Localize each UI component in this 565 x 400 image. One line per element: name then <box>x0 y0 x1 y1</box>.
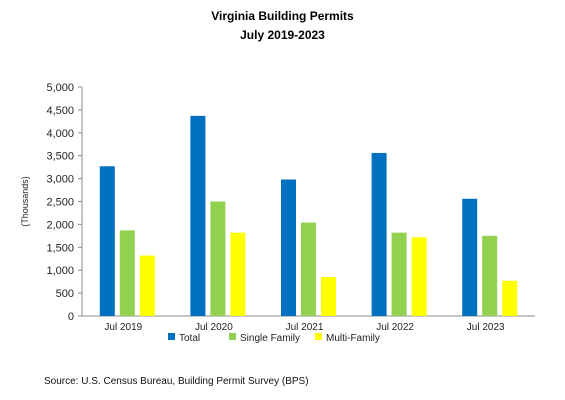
y-tick-label: 4,500 <box>46 105 74 117</box>
bar-single-family <box>210 201 226 316</box>
bar-single-family <box>119 230 135 316</box>
bar-multi-family <box>321 277 336 316</box>
bar-total <box>371 152 387 316</box>
x-tick-label: Jul 2023 <box>467 322 505 333</box>
y-tick-label: 4,000 <box>46 128 74 140</box>
chart-subtitle: July 2019-2023 <box>240 28 325 42</box>
y-tick-label: 1,000 <box>46 265 74 277</box>
chart-title: Virginia Building Permits <box>211 9 354 23</box>
x-tick-label: Jul 2020 <box>195 322 233 333</box>
legend-label: Total <box>179 333 200 344</box>
y-tick-label: 3,500 <box>46 151 74 163</box>
x-tick-label: Jul 2019 <box>104 322 142 333</box>
bar-multi-family <box>502 280 518 316</box>
legend-swatch <box>315 333 322 340</box>
bar-total <box>99 166 115 316</box>
bar-total <box>462 198 478 316</box>
y-tick-label: 5,000 <box>46 82 74 94</box>
y-tick-label: 1,500 <box>46 242 74 254</box>
legend-label: Multi-Family <box>326 333 380 344</box>
y-tick-label: 2,000 <box>46 219 74 231</box>
y-tick-label: 500 <box>56 288 74 300</box>
bar-total <box>190 115 206 316</box>
legend-swatch <box>168 333 175 340</box>
x-tick-label: Jul 2021 <box>286 322 324 333</box>
bar-single-family <box>301 222 316 316</box>
bar-single-family <box>391 232 407 316</box>
y-tick-label: 3,000 <box>46 174 74 186</box>
legend-swatch <box>229 333 236 340</box>
bar-total <box>281 179 296 316</box>
legend-label: Single Family <box>240 333 300 344</box>
y-tick-label: 2,500 <box>46 197 74 209</box>
y-axis-label: (Thousands) <box>20 176 30 227</box>
source-note: Source: U.S. Census Bureau, Building Per… <box>44 376 309 387</box>
bar-multi-family <box>139 255 155 316</box>
y-tick-label: 0 <box>68 311 74 323</box>
bar-multi-family <box>411 237 427 316</box>
bar-multi-family <box>230 232 246 316</box>
x-tick-label: Jul 2022 <box>376 322 414 333</box>
bar-single-family <box>482 235 498 316</box>
